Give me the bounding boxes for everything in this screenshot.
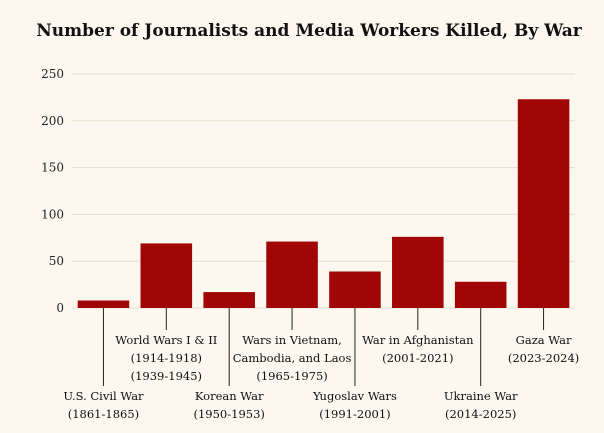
category-label: (1991-2001)	[319, 407, 390, 421]
category-label: U.S. Civil War	[63, 389, 144, 403]
y-tick-label: 100	[41, 207, 64, 221]
category-labels: U.S. Civil War (1861-1865) World Wars I & …	[63, 333, 579, 421]
category-label: (1939-1945)	[131, 369, 202, 383]
category-label: (2023-2024)	[508, 351, 579, 365]
category-label: (2014-2025)	[445, 407, 516, 421]
bar	[517, 99, 570, 308]
category-label: Cambodia, and Laos	[233, 351, 352, 365]
bar	[140, 243, 193, 308]
category-label: War in Afghanistan	[362, 333, 474, 347]
y-tick-label: 50	[49, 254, 64, 268]
y-tick-label: 250	[41, 67, 64, 81]
label-leader-lines	[102, 308, 545, 386]
chart-title: Number of Journalists and Media Workers …	[36, 21, 583, 41]
y-tick-label: 150	[41, 161, 64, 175]
category-label: (1950-1953)	[193, 407, 264, 421]
bars	[77, 99, 570, 308]
y-tick-label: 200	[41, 114, 64, 128]
category-label: Gaza War	[516, 333, 572, 347]
category-label: (1914-1918)	[131, 351, 202, 365]
category-label: Wars in Vietnam,	[242, 333, 342, 347]
bar	[266, 241, 318, 308]
category-label: (2001-2021)	[382, 351, 453, 365]
bar	[392, 236, 444, 308]
bar	[77, 300, 130, 308]
category-label: (1965-1975)	[256, 369, 327, 383]
y-axis-ticks: 0 50 100 150 200 250	[41, 67, 64, 315]
bar	[454, 281, 507, 308]
category-label: World Wars I & II	[115, 333, 217, 347]
category-label: Korean War	[195, 389, 264, 403]
bar	[203, 292, 255, 308]
bar	[329, 271, 381, 308]
category-label: Ukraine War	[444, 389, 518, 403]
category-label: Yugoslav Wars	[312, 389, 397, 403]
category-label: (1861-1865)	[68, 407, 139, 421]
y-tick-label: 0	[56, 301, 64, 315]
